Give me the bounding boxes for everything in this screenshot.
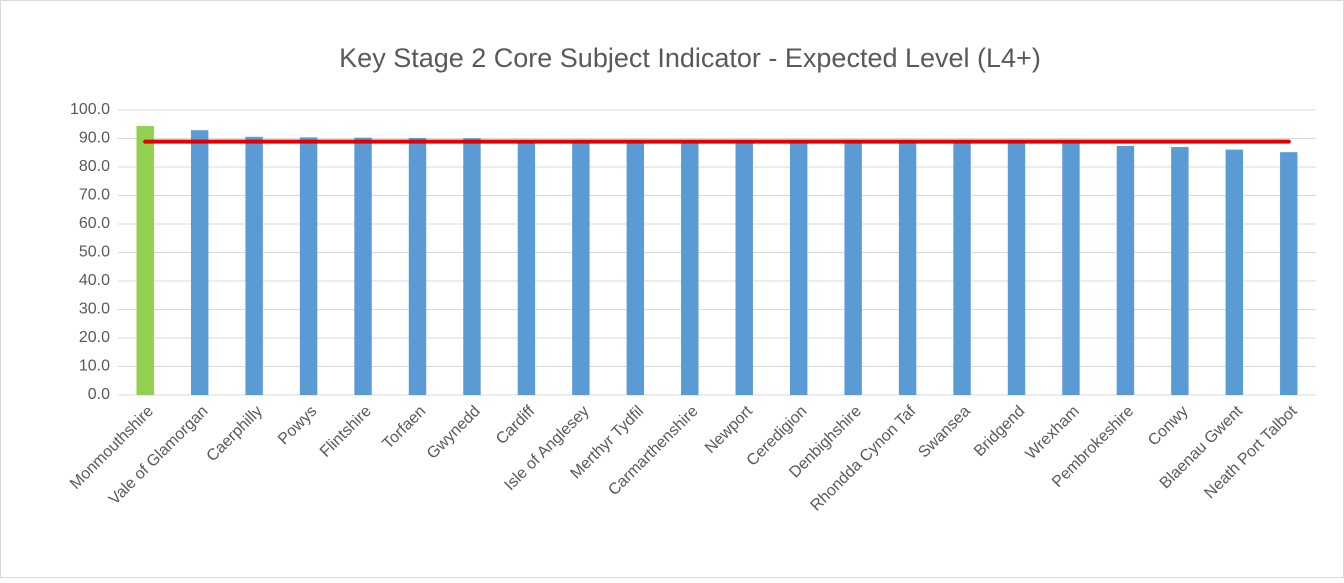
bar: [463, 138, 481, 395]
bar: [626, 141, 645, 395]
bar: [354, 137, 372, 395]
bar: [1280, 152, 1298, 395]
y-tick-label: 0.0: [88, 386, 110, 403]
y-tick-label: 10.0: [79, 358, 110, 375]
bar: [1062, 142, 1080, 395]
y-tick-label: 80.0: [79, 158, 110, 175]
bar: [735, 141, 753, 395]
bar: [898, 141, 917, 395]
chart-title: Key Stage 2 Core Subject Indicator - Exp…: [339, 43, 1041, 73]
bar: [1116, 145, 1135, 395]
bar: [1171, 147, 1189, 395]
y-tick-label: 20.0: [79, 329, 110, 346]
y-tick-label: 100.0: [70, 101, 110, 118]
bar: [789, 141, 808, 395]
bar: [844, 141, 862, 395]
y-tick-label: 60.0: [79, 215, 110, 232]
bar: [953, 141, 971, 395]
bar: [681, 141, 699, 395]
y-tick-label: 50.0: [79, 244, 110, 261]
bar: [299, 137, 318, 396]
bar: [190, 130, 209, 396]
bar: [1007, 142, 1026, 395]
bar: [136, 125, 154, 396]
bar: [408, 137, 427, 395]
bar: [517, 140, 536, 395]
bar: [1225, 149, 1244, 395]
y-tick-label: 40.0: [79, 272, 110, 289]
bar: [572, 140, 590, 395]
y-tick-label: 70.0: [79, 187, 110, 204]
y-tick-label: 90.0: [79, 130, 110, 147]
bar: [245, 136, 263, 396]
y-tick-label: 30.0: [79, 301, 110, 318]
